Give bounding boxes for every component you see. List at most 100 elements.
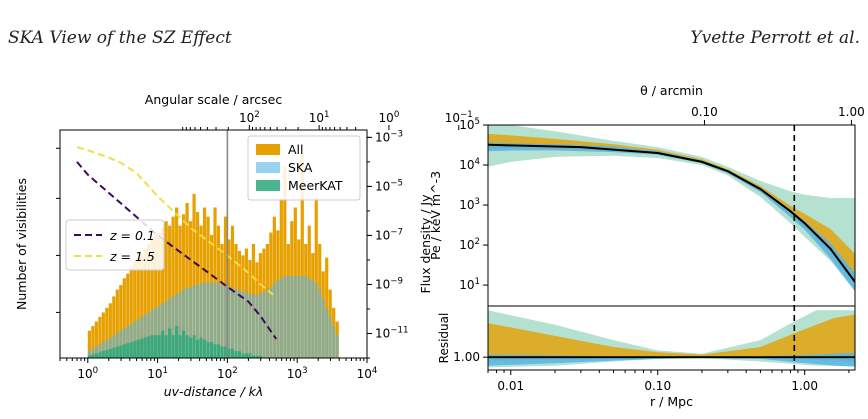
histogram-bar bbox=[248, 353, 252, 358]
histogram-bar bbox=[129, 342, 133, 358]
histogram-bar bbox=[328, 316, 332, 358]
histogram-bar bbox=[126, 273, 130, 358]
histogram-bar bbox=[98, 344, 102, 358]
y2-tick-label: 10−9 bbox=[375, 276, 403, 291]
histogram-bar bbox=[199, 282, 203, 358]
histogram-bar bbox=[101, 351, 105, 358]
histogram-bar bbox=[237, 351, 242, 358]
legend-label-all: All bbox=[288, 142, 304, 157]
x-tick-label: 103 bbox=[287, 366, 308, 381]
histogram-bar bbox=[185, 335, 189, 358]
histogram-bar bbox=[241, 291, 245, 358]
histogram-bar bbox=[175, 207, 179, 358]
histogram-bar bbox=[133, 262, 137, 358]
histogram-bar bbox=[140, 253, 144, 358]
histogram-bar bbox=[251, 294, 256, 358]
legend-label-z15: z = 1.5 bbox=[109, 249, 155, 264]
histogram-bar bbox=[182, 330, 186, 358]
legend-label-z01: z = 0.1 bbox=[109, 228, 155, 243]
histogram-bar bbox=[199, 337, 203, 358]
histogram-bar bbox=[321, 298, 325, 358]
histogram-bar bbox=[126, 343, 130, 358]
histogram-bar bbox=[182, 289, 186, 358]
histogram-bar bbox=[188, 337, 193, 358]
histogram-bar bbox=[126, 326, 130, 358]
histogram-bar bbox=[234, 351, 238, 358]
histogram-bar bbox=[307, 278, 311, 358]
x-tick-label: 104 bbox=[357, 366, 378, 381]
histogram-bar bbox=[87, 330, 91, 358]
histogram-bar bbox=[129, 266, 133, 358]
histogram-bar bbox=[168, 225, 172, 358]
histogram-bar bbox=[157, 305, 161, 358]
histogram-bar bbox=[293, 275, 297, 358]
histogram-bar bbox=[98, 352, 102, 358]
histogram-bar bbox=[175, 326, 179, 358]
histogram-bar bbox=[94, 353, 98, 358]
histogram-bar bbox=[133, 340, 137, 358]
top-tick-label: 100 bbox=[379, 110, 400, 125]
y2-tick-label: 10−3 bbox=[375, 129, 403, 144]
histogram-bar bbox=[311, 280, 315, 358]
residual-band-all bbox=[488, 314, 855, 362]
histogram-bar bbox=[147, 336, 151, 358]
histogram-bar bbox=[300, 275, 304, 358]
histogram-bar bbox=[290, 275, 294, 358]
top-tick-label: 1.00 bbox=[838, 105, 865, 119]
histogram-bar bbox=[276, 280, 280, 358]
histogram-bar bbox=[255, 294, 259, 358]
histogram-bar bbox=[251, 355, 256, 358]
histogram-bar bbox=[168, 328, 172, 358]
histogram-bar bbox=[216, 344, 221, 358]
histogram-bar bbox=[188, 287, 193, 358]
histogram-bar bbox=[112, 296, 116, 358]
residual-bands bbox=[488, 310, 855, 368]
histogram-bar bbox=[335, 335, 339, 358]
y2-axis-label: Flux density / Jy bbox=[418, 194, 433, 294]
histogram-bar bbox=[216, 282, 221, 358]
model-line bbox=[488, 143, 855, 283]
histogram-bar bbox=[105, 339, 109, 358]
histogram-bar bbox=[202, 282, 207, 358]
x-tick-label: 1.00 bbox=[791, 379, 818, 393]
histogram-bar bbox=[143, 314, 147, 358]
header-title: SKA View of the SZ Effect bbox=[8, 28, 232, 48]
legend-swatch-meerkat bbox=[256, 180, 280, 191]
y-tick-label: 101 bbox=[459, 277, 480, 292]
x-tick-label: 0.10 bbox=[644, 379, 671, 393]
histogram-bar bbox=[171, 216, 175, 358]
histogram-bar bbox=[105, 350, 109, 358]
histogram-bar bbox=[136, 319, 140, 358]
histogram-bar bbox=[195, 285, 200, 358]
histogram-bar bbox=[314, 198, 318, 358]
histogram-bar bbox=[108, 337, 112, 358]
legend-label-ska: SKA bbox=[288, 160, 313, 175]
histogram-bar bbox=[300, 152, 304, 358]
histogram-bar bbox=[206, 342, 210, 358]
histogram-bar bbox=[115, 289, 119, 358]
top-tick-label: 101 bbox=[309, 110, 330, 125]
histogram-bar bbox=[101, 342, 105, 358]
histogram-bar bbox=[147, 244, 151, 358]
histogram-bar bbox=[154, 307, 158, 358]
histogram-bar bbox=[185, 287, 189, 358]
x-axis-label: r / Mpc bbox=[650, 394, 693, 409]
histogram-bar bbox=[265, 289, 269, 358]
histogram-bar bbox=[248, 294, 252, 358]
histogram-bar bbox=[192, 285, 196, 358]
histogram-ska bbox=[87, 275, 339, 358]
histogram-bar bbox=[87, 351, 91, 358]
histogram-bar bbox=[234, 289, 238, 358]
histogram-bar bbox=[91, 348, 95, 358]
histogram-bar bbox=[119, 330, 123, 358]
residual-tick-label: 1.00 bbox=[453, 350, 480, 364]
histogram-bar bbox=[140, 316, 144, 358]
histogram-bar bbox=[223, 346, 228, 358]
y2-tick-label: 10−7 bbox=[375, 227, 403, 242]
histogram-bar bbox=[157, 232, 161, 358]
histogram-bar bbox=[105, 307, 109, 358]
residual-plot-frame bbox=[487, 305, 856, 371]
right-axes: 0.01 0.10 1.00 0.10 1.00 101 102 103 104 105 1.00 bbox=[453, 105, 864, 393]
histogram-bar bbox=[206, 282, 210, 358]
histogram-bar bbox=[91, 326, 95, 358]
